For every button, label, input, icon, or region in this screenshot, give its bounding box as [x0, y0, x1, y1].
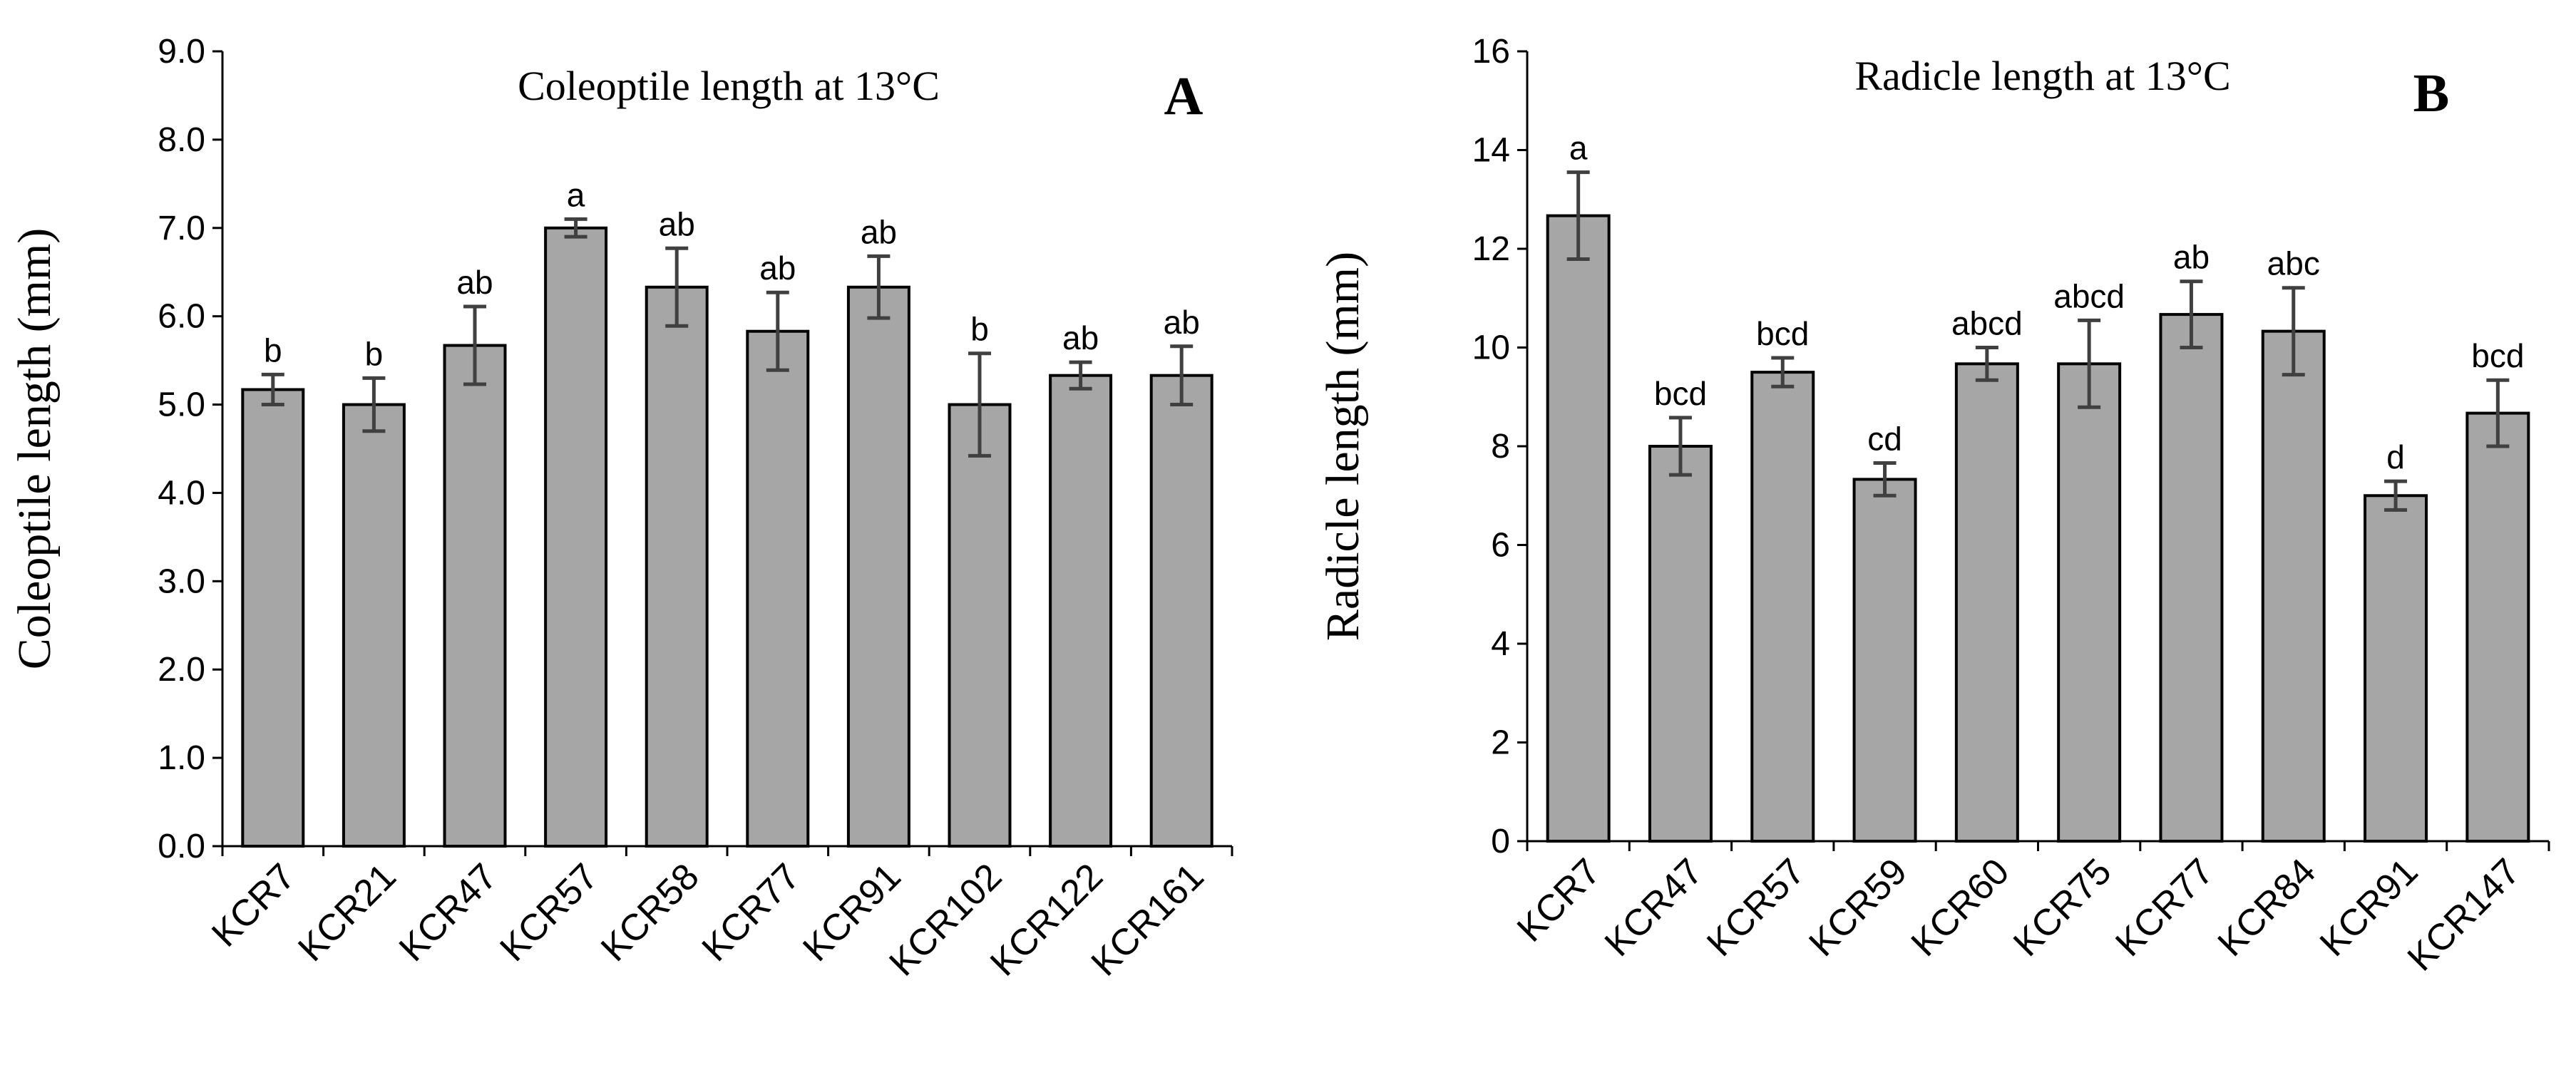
significance-label: bcd [1654, 375, 1707, 412]
significance-label: a [1569, 130, 1588, 167]
y-tick-label: 16 [1472, 33, 1510, 71]
significance-label: ab [456, 264, 493, 301]
significance-label: ab [1164, 304, 1200, 341]
bar [342, 403, 406, 848]
significance-label: abc [2267, 245, 2320, 282]
category-label: KCR77 [2108, 850, 2222, 964]
panel-a-coleoptile-chart: 0.0 1.0 2.0 3.0 4.0 5.0 6.0 7.0 8.0 9.0 b KCR7 b KCR2… [9, 33, 1233, 984]
significance-label: d [2386, 438, 2405, 475]
bar [746, 329, 810, 848]
category-label: KCR147 [2400, 850, 2528, 979]
y-tick-label: 9.0 [158, 33, 205, 71]
bar [1954, 362, 2019, 843]
category-label: KCR84 [2210, 850, 2324, 964]
significance-label: abcd [1951, 305, 2023, 342]
significance-label: bcd [2471, 337, 2524, 374]
significance-label: ab [659, 205, 695, 242]
panel-b-radicle-chart: 0 2 4 6 8 10 12 14 16 a KCR7 bcd KCR47 bcd KCR57 cd KCR5… [1317, 33, 2550, 979]
category-label: KCR60 [1904, 850, 2018, 964]
bar [2159, 313, 2224, 843]
chart-title: Radicle length at 13°C [1854, 53, 2230, 99]
y-axis-title: Coleoptile length (mm) [9, 228, 61, 670]
y-tick-label: 8.0 [158, 121, 205, 159]
category-label: KCR161 [1084, 855, 1212, 984]
category-label: KCR47 [1597, 850, 1711, 964]
chart-title: Coleoptile length at 13°C [518, 63, 940, 109]
bar [645, 285, 709, 848]
panel-label: A [1164, 66, 1204, 126]
y-tick-label: 3.0 [158, 562, 205, 600]
panel-label: B [2413, 63, 2450, 123]
significance-label: a [567, 176, 585, 213]
bar [2057, 362, 2122, 843]
category-label: KCR75 [2006, 850, 2120, 964]
significance-label: ab [2173, 239, 2210, 276]
category-label: KCR77 [694, 855, 809, 969]
bar [948, 403, 1012, 848]
significance-label: cd [1867, 421, 1902, 458]
y-tick-label: 6.0 [158, 298, 205, 336]
bar [1852, 478, 1917, 843]
bar [2261, 329, 2326, 843]
bar [1049, 374, 1113, 848]
category-label: KCR57 [493, 855, 607, 969]
significance-label: ab [759, 250, 796, 287]
bar [1149, 374, 1213, 848]
significance-label: ab [1062, 319, 1099, 356]
significance-label: abcd [2053, 277, 2125, 314]
y-tick-label: 8 [1491, 428, 1510, 465]
bar [544, 226, 608, 848]
significance-label: b [365, 335, 384, 372]
significance-label: ab [861, 213, 897, 250]
category-label: KCR7 [1509, 850, 1608, 950]
bar [241, 388, 305, 848]
y-axis-title: Radicle length (mm) [1317, 252, 1369, 641]
y-tick-label: 4.0 [158, 474, 205, 512]
significance-label: bcd [1756, 315, 1809, 352]
bar [846, 285, 910, 848]
y-tick-label: 4 [1491, 625, 1510, 663]
y-tick-label: 0 [1491, 823, 1510, 860]
y-tick-label: 14 [1472, 132, 1510, 170]
category-label: KCR47 [391, 855, 506, 969]
category-label: KCR59 [1801, 850, 1915, 964]
y-tick-label: 2 [1491, 724, 1510, 762]
bar [443, 344, 507, 848]
y-tick-label: 12 [1472, 230, 1510, 268]
category-label: KCR58 [593, 855, 707, 969]
category-label: KCR102 [881, 855, 1010, 984]
bar [2364, 494, 2428, 843]
y-tick-label: 5.0 [158, 386, 205, 424]
category-label: KCR122 [982, 855, 1111, 984]
category-label: KCR21 [290, 855, 404, 969]
y-tick-label: 7.0 [158, 210, 205, 247]
y-tick-label: 0.0 [158, 828, 205, 865]
y-tick-label: 2.0 [158, 651, 205, 689]
bar [1648, 445, 1713, 843]
significance-label: b [264, 331, 282, 369]
y-tick-label: 6 [1491, 527, 1510, 565]
category-label: KCR57 [1699, 850, 1813, 964]
significance-label: b [970, 311, 989, 348]
category-label: KCR7 [204, 855, 303, 955]
bar [2465, 411, 2530, 843]
bar [1750, 371, 1815, 843]
y-tick-label: 1.0 [158, 739, 205, 777]
bar [1546, 214, 1611, 843]
y-tick-label: 10 [1472, 329, 1510, 367]
